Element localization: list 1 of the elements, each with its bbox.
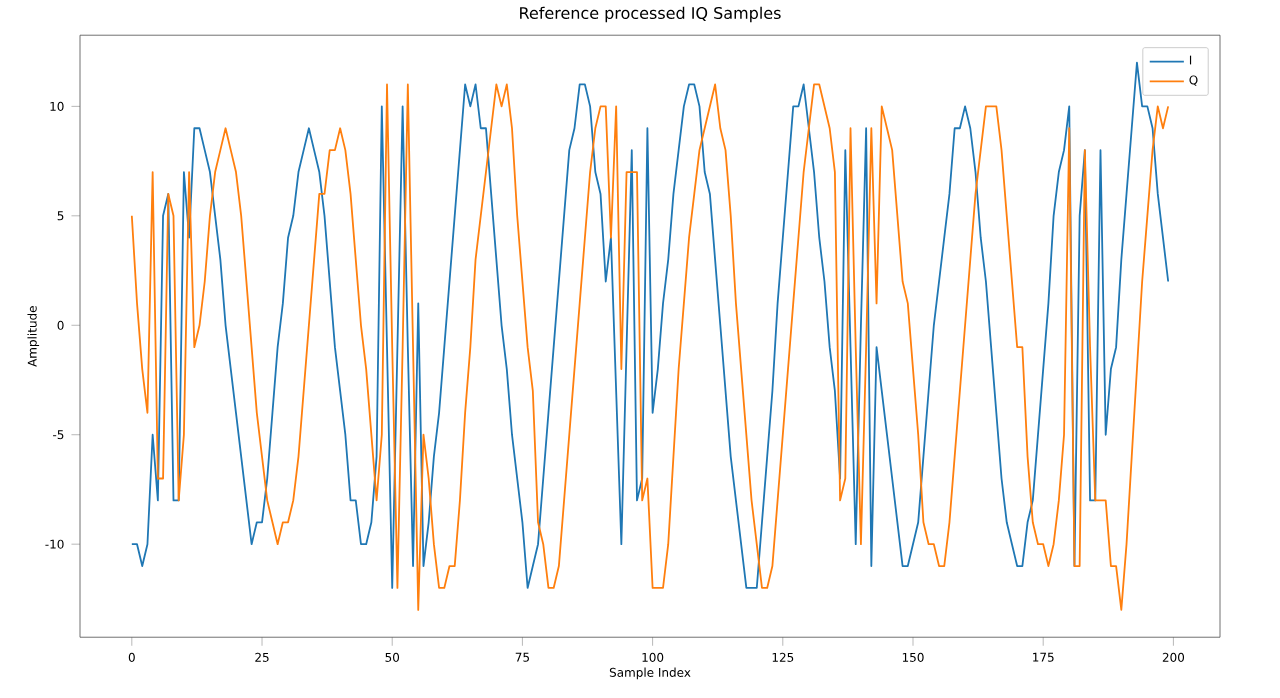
chart-title: Reference processed IQ Samples (520, 7, 781, 23)
